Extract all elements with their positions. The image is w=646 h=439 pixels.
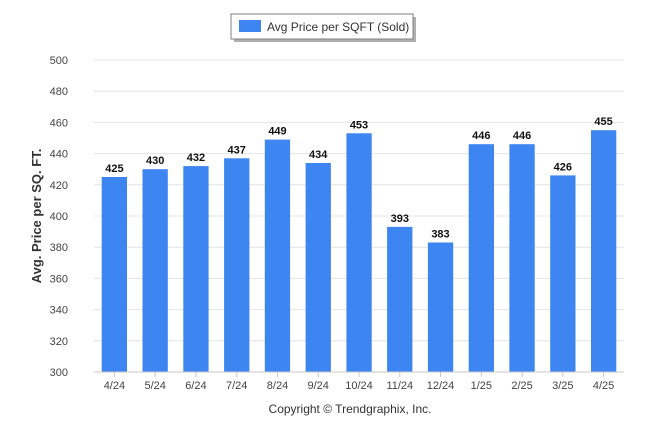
bar-value-label: 449 [268,126,286,138]
bar-value-label: 455 [594,116,612,128]
bar[interactable] [468,144,494,372]
y-tick-label: 320 [50,336,68,348]
bar[interactable] [101,177,127,372]
bar[interactable] [346,133,372,372]
bar-value-label: 383 [431,229,449,241]
y-axis-title: Avg. Price per SQ. FT. [29,149,44,284]
y-tick-label: 360 [50,273,68,285]
y-tick-label: 480 [50,86,68,98]
bar[interactable] [509,144,535,372]
bar[interactable] [142,169,168,372]
x-tick-label: 2/25 [511,380,532,392]
x-tick-label: 6/24 [185,380,206,392]
y-tick-label: 300 [50,367,68,379]
x-tick-label: 4/24 [104,380,125,392]
y-tick-label: 400 [50,211,68,223]
x-tick-label: 3/25 [552,380,573,392]
bar-value-label: 446 [513,130,531,142]
y-tick-label: 460 [50,117,68,129]
y-tick-label: 500 [50,55,68,67]
bar[interactable] [427,242,454,373]
x-tick-label: 9/24 [307,380,328,392]
bar-value-label: 430 [146,155,164,167]
x-tick-label: 10/24 [345,380,373,392]
bar-value-label: 426 [554,161,572,173]
bar-value-label: 425 [105,163,123,175]
bar[interactable] [224,158,250,372]
y-tick-label: 420 [50,180,68,192]
legend[interactable]: Avg Price per SQFT (Sold) [230,13,416,42]
bar[interactable] [183,166,209,372]
x-tick-label: 5/24 [144,380,165,392]
x-axis-ticks: 4/24 5/24 6/24 7/24 8/24 9/24 10/24 11/24 12/24 1… [104,372,614,392]
bar[interactable] [550,175,576,372]
bar-value-label: 432 [187,152,205,164]
y-tick-label: 340 [50,305,68,317]
bar[interactable] [591,130,617,372]
bar-value-label: 393 [391,213,409,225]
bar[interactable] [305,163,331,372]
y-tick-label: 440 [50,149,68,161]
legend-label: Avg Price per SQFT (Sold) [267,20,409,34]
bar-value-label: 446 [472,130,490,142]
x-tick-label: 1/25 [471,380,492,392]
bar[interactable] [387,226,413,372]
legend-box [230,13,414,40]
bar-value-labels: 425 430 432 437 449 434 453 393 383 446 446 426 455 [105,116,613,240]
y-tick-label: 380 [50,242,68,254]
x-tick-label: 11/24 [386,380,413,392]
y-axis-ticks: 300 320 340 360 380 400 420 440 460 480 500 [50,55,68,379]
x-tick-label: 12/24 [427,380,455,392]
bar-value-label: 434 [309,149,328,161]
bars [101,130,617,373]
bar-value-label: 437 [228,144,246,156]
bar-value-label: 453 [350,119,368,131]
x-tick-label: 8/24 [267,380,288,392]
copyright-footer: Copyright © Trendgraphix, Inc. [269,402,432,416]
x-tick-label: 7/24 [226,380,247,392]
x-tick-label: 4/25 [593,380,614,392]
bar[interactable] [264,139,291,372]
legend-swatch [239,20,261,32]
